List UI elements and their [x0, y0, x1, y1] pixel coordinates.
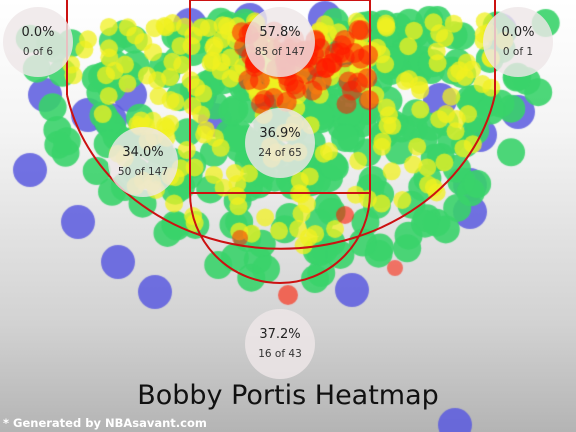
zone-count: 0 of 1: [502, 45, 534, 58]
zone-pct: 36.9%: [259, 125, 301, 141]
zone-restricted-area: 57.8% 85 of 147: [245, 7, 315, 77]
zone-pct: 57.8%: [259, 24, 301, 40]
zone-pct: 37.2%: [259, 326, 301, 342]
three-point-arc: [66, 94, 496, 250]
zone-pct: 0.0%: [501, 24, 535, 40]
zone-count: 24 of 65: [258, 146, 302, 159]
zone-paint-non-ra: 36.9% 24 of 65: [245, 108, 315, 178]
zone-right-corner-three: 0.0% 0 of 1: [483, 7, 553, 77]
zone-count: 85 of 147: [254, 45, 306, 58]
zone-pct: 34.0%: [122, 144, 164, 160]
credit-footer: * Generated by NBAsavant.com: [3, 416, 207, 430]
zone-left-corner-three: 0.0% 0 of 6: [3, 7, 73, 77]
zone-left-midrange: 34.0% 50 of 147: [108, 127, 178, 197]
zone-count: 0 of 6: [22, 45, 54, 58]
zone-count: 50 of 147: [117, 165, 169, 178]
paint-box: [189, 0, 371, 194]
zone-pct: 0.0%: [21, 24, 55, 40]
zone-count: 16 of 43: [258, 347, 302, 360]
chart-title: Bobby Portis Heatmap: [137, 380, 439, 411]
zone-above-break-three: 37.2% 16 of 43: [245, 309, 315, 379]
free-throw-arc: [189, 192, 371, 284]
